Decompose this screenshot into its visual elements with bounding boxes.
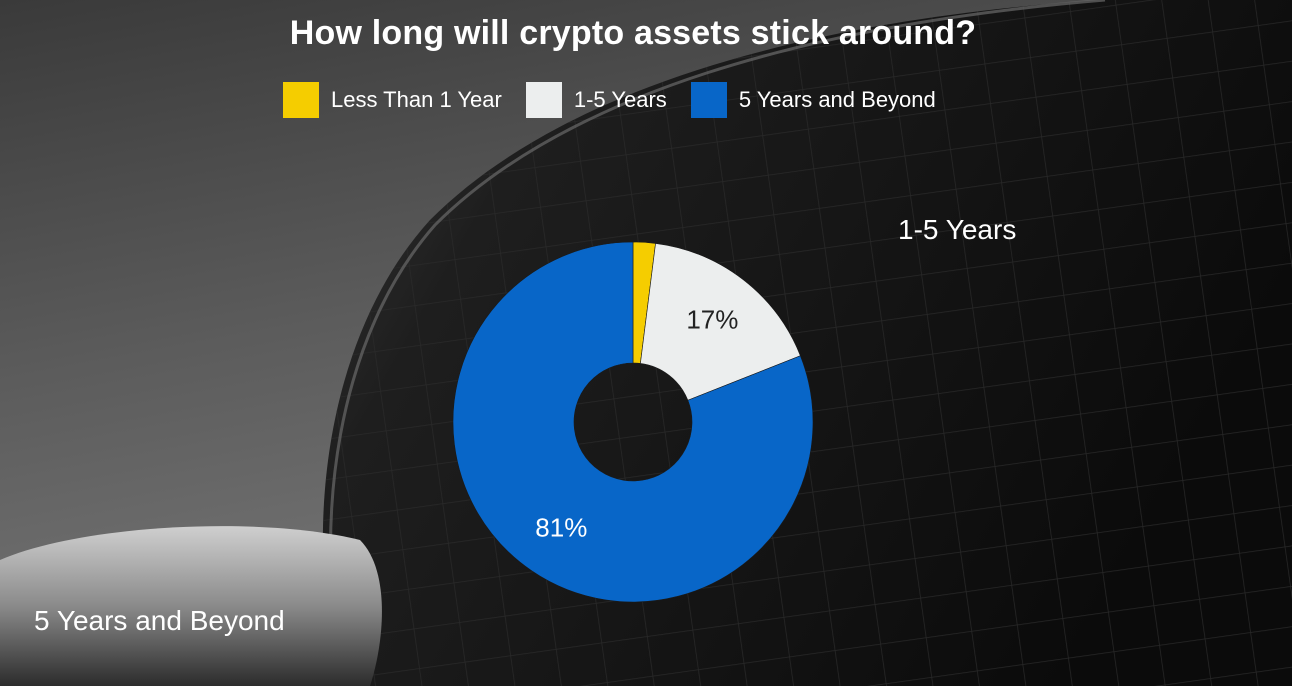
legend-label-less-than-1-year: Less Than 1 Year bbox=[331, 87, 502, 112]
legend-label-5-years-and-beyond: 5 Years and Beyond bbox=[738, 87, 936, 112]
slice-1-5-years bbox=[640, 243, 801, 401]
data-label-5-years-and-beyond: 81% bbox=[535, 512, 587, 542]
legend-item-1-5-years: 1-5 Years bbox=[525, 82, 667, 118]
slice-5-years-and-beyond bbox=[452, 241, 814, 603]
callout-1-5-years: 1-5 Years bbox=[898, 214, 1017, 245]
legend-item-less-than-1-year: Less Than 1 Year bbox=[283, 82, 502, 118]
data-label-1-5-years: 17% bbox=[686, 305, 738, 335]
legend-item-5-years-and-beyond: 5 Years and Beyond bbox=[690, 82, 936, 118]
legend-swatch-5-years-and-beyond bbox=[690, 82, 727, 118]
legend-swatch-less-than-1-year bbox=[283, 82, 319, 118]
chart-title: How long will crypto assets stick around… bbox=[289, 14, 977, 52]
callout-5-years-and-beyond: 5 Years and Beyond bbox=[34, 605, 285, 636]
chart-legend: Less Than 1 Year 1-5 Years 5 Years and B… bbox=[283, 82, 960, 118]
legend-swatch-1-5-years bbox=[525, 82, 562, 118]
legend-label-1-5-years: 1-5 Years bbox=[573, 87, 667, 112]
